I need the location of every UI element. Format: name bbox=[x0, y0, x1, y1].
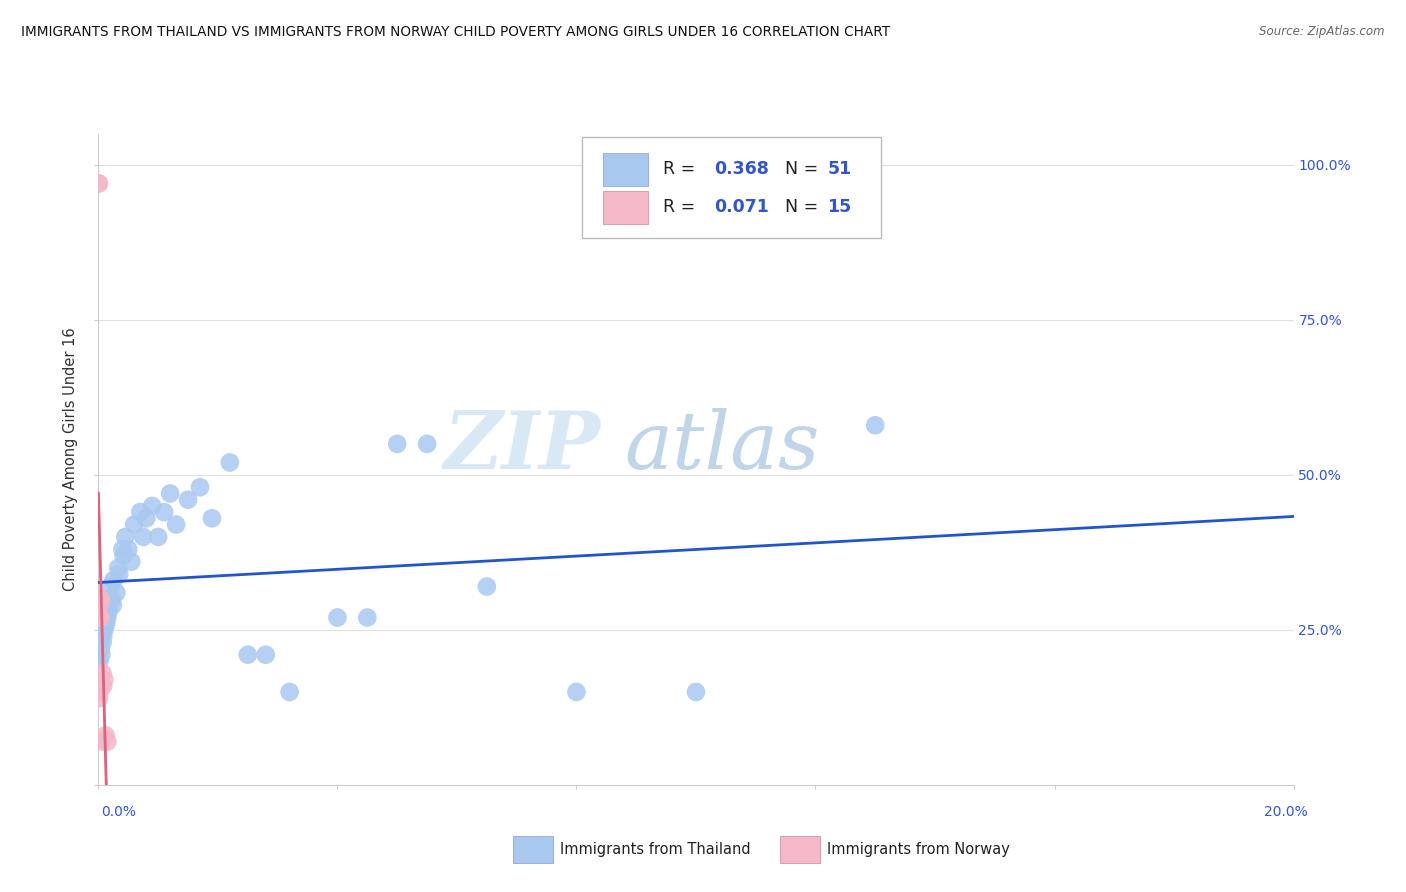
Text: R =: R = bbox=[662, 198, 700, 216]
Point bbox=[90, 641, 112, 656]
Text: 20.0%: 20.0% bbox=[1264, 805, 1308, 819]
Point bbox=[111, 542, 134, 557]
Point bbox=[94, 728, 117, 742]
Point bbox=[135, 511, 157, 525]
Point bbox=[98, 591, 121, 606]
Point bbox=[91, 629, 114, 643]
Text: N =: N = bbox=[773, 198, 824, 216]
Point bbox=[87, 177, 110, 191]
Point bbox=[114, 530, 136, 544]
FancyBboxPatch shape bbox=[582, 137, 882, 238]
Text: IMMIGRANTS FROM THAILAND VS IMMIGRANTS FROM NORWAY CHILD POVERTY AMONG GIRLS UND: IMMIGRANTS FROM THAILAND VS IMMIGRANTS F… bbox=[21, 25, 890, 39]
Point bbox=[117, 542, 139, 557]
Point bbox=[91, 623, 114, 637]
Point bbox=[112, 549, 135, 563]
Point bbox=[91, 666, 114, 681]
Point bbox=[129, 505, 152, 519]
Text: 51: 51 bbox=[827, 160, 852, 178]
Point bbox=[865, 418, 887, 433]
Point bbox=[120, 555, 142, 569]
Point bbox=[565, 685, 588, 699]
Point bbox=[108, 567, 131, 582]
Point bbox=[124, 517, 146, 532]
Point bbox=[165, 517, 187, 532]
Point bbox=[141, 499, 163, 513]
Point bbox=[148, 530, 170, 544]
Point bbox=[475, 580, 498, 594]
Point bbox=[89, 654, 111, 668]
Point bbox=[236, 648, 259, 662]
Point bbox=[90, 648, 112, 662]
Point bbox=[90, 679, 112, 693]
Point bbox=[93, 623, 115, 637]
Point bbox=[94, 610, 117, 624]
FancyBboxPatch shape bbox=[603, 153, 648, 186]
Point bbox=[188, 480, 211, 494]
Text: N =: N = bbox=[773, 160, 824, 178]
Point bbox=[132, 530, 155, 544]
Point bbox=[96, 734, 118, 748]
Point bbox=[685, 685, 707, 699]
Y-axis label: Child Poverty Among Girls Under 16: Child Poverty Among Girls Under 16 bbox=[63, 327, 79, 591]
Text: Immigrants from Norway: Immigrants from Norway bbox=[827, 842, 1010, 856]
Point bbox=[278, 685, 301, 699]
Point bbox=[89, 685, 111, 699]
Point bbox=[91, 679, 114, 693]
Point bbox=[97, 604, 120, 618]
Text: Immigrants from Thailand: Immigrants from Thailand bbox=[560, 842, 751, 856]
Text: 15: 15 bbox=[827, 198, 852, 216]
Point bbox=[105, 585, 128, 599]
Point bbox=[96, 610, 118, 624]
Point bbox=[89, 610, 111, 624]
Text: 0.368: 0.368 bbox=[714, 160, 769, 178]
Point bbox=[96, 616, 118, 631]
Text: 0.0%: 0.0% bbox=[101, 805, 136, 819]
Text: atlas: atlas bbox=[624, 408, 820, 485]
Point bbox=[91, 635, 114, 649]
Point bbox=[326, 610, 349, 624]
Text: R =: R = bbox=[662, 160, 700, 178]
Point bbox=[100, 591, 122, 606]
Point bbox=[416, 437, 439, 451]
Point bbox=[89, 610, 111, 624]
Point bbox=[87, 177, 110, 191]
Point bbox=[153, 505, 176, 519]
Point bbox=[91, 734, 114, 748]
Text: Source: ZipAtlas.com: Source: ZipAtlas.com bbox=[1260, 25, 1385, 38]
Point bbox=[93, 673, 115, 687]
Point bbox=[97, 598, 120, 612]
Point bbox=[103, 574, 125, 588]
Point bbox=[219, 455, 242, 469]
Text: ZIP: ZIP bbox=[443, 408, 600, 485]
Point bbox=[356, 610, 378, 624]
FancyBboxPatch shape bbox=[603, 191, 648, 224]
Point bbox=[87, 691, 110, 706]
Point bbox=[90, 591, 112, 606]
Point bbox=[107, 561, 129, 575]
Text: 0.071: 0.071 bbox=[714, 198, 769, 216]
Point bbox=[93, 616, 115, 631]
Point bbox=[254, 648, 277, 662]
Point bbox=[96, 604, 118, 618]
Point bbox=[385, 437, 409, 451]
Point bbox=[159, 486, 181, 500]
Point bbox=[201, 511, 224, 525]
Point bbox=[177, 492, 200, 507]
Point bbox=[101, 598, 124, 612]
Point bbox=[100, 580, 122, 594]
Point bbox=[89, 598, 111, 612]
